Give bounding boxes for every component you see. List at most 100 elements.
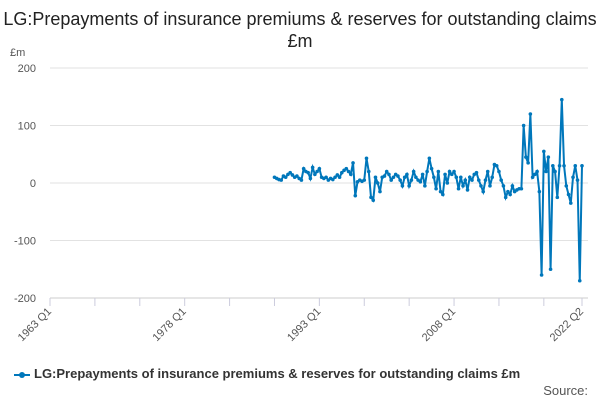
data-point: [366, 169, 371, 174]
data-point: [400, 184, 405, 188]
data-point: [382, 174, 387, 178]
data-point: [313, 172, 317, 177]
data-point: [488, 184, 492, 188]
data-point: [299, 178, 304, 182]
y-tick-label: 200: [18, 63, 36, 75]
data-point: [447, 169, 452, 174]
data-point: [463, 178, 468, 182]
data-point: [521, 123, 526, 128]
data-point: [490, 175, 495, 180]
data-point: [375, 181, 380, 185]
data-point: [524, 155, 528, 159]
x-tick-label: 1963 Q1: [16, 306, 54, 344]
data-point: [301, 166, 306, 171]
data-point: [387, 172, 391, 177]
data-point: [526, 161, 530, 165]
data-point: [315, 169, 319, 174]
x-tick-label: 1993 Q1: [285, 306, 323, 344]
source-label: Source:: [543, 383, 588, 398]
data-point: [485, 169, 490, 174]
series-line: [274, 99, 583, 281]
data-point: [441, 192, 445, 197]
data-point: [340, 170, 344, 175]
y-tick-label: -100: [14, 236, 36, 248]
data-point: [436, 169, 441, 174]
data-point: [573, 163, 578, 168]
data-point: [528, 112, 533, 116]
data-point: [580, 163, 584, 168]
data-point: [310, 165, 315, 170]
data-point: [344, 166, 349, 171]
x-tick-label: 1978 Q1: [150, 306, 188, 344]
legend-swatch: [14, 371, 30, 378]
legend[interactable]: LG:Prepayments of insurance premiums & r…: [14, 366, 520, 381]
data-point: [533, 172, 537, 177]
data-point: [411, 169, 416, 174]
data-point: [438, 189, 443, 194]
data-point: [575, 178, 580, 182]
y-axis-label: £m: [10, 47, 25, 59]
data-point: [497, 169, 501, 174]
data-point: [418, 180, 423, 184]
data-point: [452, 169, 456, 174]
data-point: [508, 192, 512, 197]
data-point: [562, 163, 566, 168]
data-point: [364, 156, 369, 161]
data-point: [537, 189, 542, 194]
data-point: [557, 163, 562, 168]
data-point: [458, 175, 463, 180]
data-point: [553, 169, 557, 174]
data-point: [279, 178, 284, 182]
data-point: [369, 195, 373, 200]
data-point: [348, 172, 353, 177]
legend-label: LG:Prepayments of insurance premiums & r…: [34, 366, 521, 381]
data-point: [542, 149, 546, 154]
data-point: [362, 178, 367, 182]
data-point: [559, 97, 564, 102]
data-point: [427, 156, 432, 161]
data-point: [555, 195, 560, 200]
data-point: [456, 186, 461, 191]
data-point: [324, 175, 328, 180]
data-point: [494, 163, 499, 168]
data-point: [371, 198, 376, 203]
data-point: [566, 192, 571, 197]
x-tick-label: 2008 Q1: [420, 306, 458, 344]
data-point: [479, 184, 483, 188]
data-point: [384, 169, 389, 174]
data-point: [445, 181, 450, 185]
chart-title: LG:Prepayments of insurance premiums & r…: [3, 9, 597, 51]
data-point: [544, 169, 548, 174]
data-point: [335, 173, 340, 177]
data-point: [467, 175, 472, 180]
y-tick-label: 0: [30, 178, 36, 190]
y-tick-label: -200: [14, 293, 36, 305]
x-tick-label: 2022 Q2: [548, 306, 586, 344]
data-point: [420, 172, 425, 177]
data-point: [461, 184, 465, 188]
data-point: [391, 175, 396, 180]
data-point: [443, 172, 447, 177]
data-point: [288, 170, 292, 175]
data-point: [546, 155, 551, 159]
y-tick-label: 100: [18, 121, 36, 133]
data-point: [535, 169, 539, 174]
data-point: [474, 170, 479, 175]
data-point: [346, 169, 351, 174]
data-point: [551, 163, 555, 168]
data-point: [333, 175, 337, 180]
data-point: [454, 175, 459, 180]
data-point: [434, 186, 438, 191]
data-point: [331, 177, 335, 182]
data-point: [425, 169, 429, 174]
data-point: [378, 189, 382, 194]
data-point: [283, 175, 288, 180]
data-point: [398, 178, 402, 182]
data-point: [481, 189, 486, 194]
data-point: [432, 175, 436, 180]
data-point: [409, 178, 414, 182]
data-point: [290, 173, 295, 177]
data-point: [501, 184, 506, 188]
